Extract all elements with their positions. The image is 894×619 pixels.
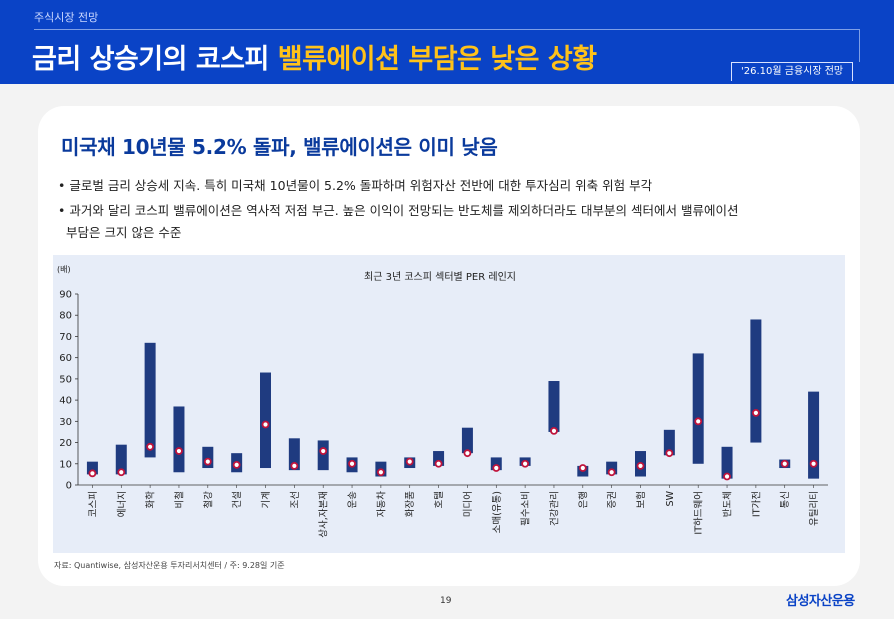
per-range-bar [317, 440, 329, 471]
current-per-marker [88, 469, 97, 478]
y-tick-label: 80 [59, 311, 72, 322]
x-category-label: 반도체 [723, 491, 734, 517]
per-range-bar [692, 353, 704, 464]
x-category-label: 조선 [290, 491, 301, 508]
x-category-label: SW [665, 490, 676, 506]
bullet-1: • 글로벌 금리 상승세 지속. 특히 미국채 10년물이 5.2% 돌파하며 … [58, 178, 653, 193]
edition-badge: '26.10월 금융시장 전망 [731, 62, 854, 81]
per-range-bar [663, 429, 675, 456]
per-range-bar [808, 391, 820, 479]
y-tick-label: 20 [59, 438, 72, 449]
current-per-marker [780, 459, 789, 468]
per-range-bar [144, 342, 156, 458]
per-range-bar [260, 372, 271, 469]
current-per-marker [319, 447, 328, 455]
page-header: 주식시장 전망 금리 상승기의 코스피 밸류에이션 부담은 낮은 상황 '26.… [0, 0, 894, 84]
source-note: 자료: Quantiwise, 삼성자산운용 투자리서치센터 / 주: 9.28… [54, 561, 285, 570]
current-per-marker [175, 447, 183, 455]
x-category-label: 통신 [780, 491, 791, 508]
header-rule-vertical [859, 29, 860, 62]
per-range-bar [548, 381, 560, 432]
current-per-marker [751, 408, 760, 417]
y-tick-label: 70 [59, 332, 72, 343]
x-category-label: 코스피 [88, 491, 99, 517]
bullet-2: • 과거와 달리 코스피 밸류에이션은 역사적 저점 부근. 높은 이익이 전망… [58, 203, 739, 218]
per-range-bar [86, 461, 98, 475]
current-per-marker [550, 426, 558, 435]
per-range-bar [115, 444, 127, 475]
x-category-label: 건설 [232, 491, 243, 508]
current-per-marker [636, 461, 645, 470]
page-title: 금리 상승기의 코스피 밸류에이션 부담은 낮은 상황 [32, 37, 597, 76]
x-category-label: 호텔 [433, 491, 445, 509]
x-category-label: 필수소비 [520, 491, 532, 526]
per-range-bar [490, 457, 502, 471]
current-per-marker [405, 457, 414, 466]
current-per-marker [376, 468, 385, 477]
current-per-marker [146, 442, 155, 451]
y-tick-label: 90 [59, 290, 72, 301]
x-category-label: 미디어 [463, 491, 474, 517]
x-category-label: 상사,자본재 [319, 491, 330, 538]
x-category-label: 은행 [577, 491, 589, 508]
current-per-marker [665, 449, 674, 458]
current-per-marker [607, 468, 616, 477]
chart-title: 최근 3년 코스피 섹터별 PER 레인지 [364, 271, 516, 283]
per-range-bar [461, 427, 473, 454]
x-category-label: 소매(유통) [492, 491, 503, 533]
y-tick-label: 0 [66, 481, 72, 492]
current-per-marker [348, 459, 356, 468]
page-title-main: 금리 상승기의 코스피 [32, 44, 278, 75]
x-category-label: 화장품 [405, 491, 416, 517]
current-per-marker [578, 464, 587, 472]
y-tick-label: 10 [59, 459, 72, 470]
current-per-marker [290, 461, 299, 470]
current-per-marker [809, 459, 818, 468]
x-category-label: 보험 [636, 491, 647, 508]
per-range-bar [288, 438, 300, 471]
x-category-label: 건강관리 [549, 491, 560, 526]
bullet-2-continuation: 부담은 크지 않은 수준 [66, 225, 182, 240]
x-category-label: 기계 [260, 491, 272, 508]
header-rule [34, 29, 860, 30]
card-heading: 미국채 10년물 5.2% 돌파, 밸류에이션은 이미 낮음 [61, 135, 498, 159]
per-range-bar [750, 319, 762, 443]
current-per-marker [261, 420, 270, 429]
per-range-bar [721, 446, 733, 479]
page-number: 19 [440, 596, 452, 606]
y-tick-label: 30 [59, 417, 72, 428]
x-category-label: 철강 [203, 491, 214, 509]
current-per-marker [434, 459, 443, 468]
current-per-marker [203, 457, 212, 466]
current-per-marker [117, 468, 126, 477]
x-category-label: 에너지 [117, 491, 128, 517]
current-per-marker [521, 459, 530, 468]
per-range-bar [173, 406, 185, 473]
y-unit-label: (배) [57, 265, 71, 274]
x-category-label: 비철 [174, 491, 185, 508]
current-per-marker [723, 472, 731, 481]
y-tick-label: 40 [59, 396, 72, 407]
x-category-label: IT하드웨어 [693, 491, 705, 535]
per-range-bar [202, 446, 214, 469]
current-per-marker [232, 460, 241, 469]
x-category-label: 화학 [146, 491, 157, 509]
per-range-bar [606, 461, 618, 475]
x-category-label: 증권 [606, 491, 618, 508]
x-category-label: 운송 [348, 491, 359, 509]
x-category-label: 유틸리티 [808, 491, 820, 526]
section-label: 주식시장 전망 [34, 11, 99, 24]
per-range-bar [433, 451, 445, 466]
page-title-highlight: 밸류에이션 부담은 낮은 상황 [277, 44, 597, 75]
current-per-marker [463, 449, 472, 458]
x-category-label: 자동차 [375, 491, 387, 517]
current-per-marker [694, 417, 703, 426]
current-per-marker [492, 464, 501, 472]
company-logo: 삼성자산운용 [786, 594, 855, 609]
y-tick-label: 50 [59, 374, 72, 385]
chart-panel [53, 255, 845, 553]
x-category-label: IT가전 [751, 491, 762, 517]
y-tick-label: 60 [59, 353, 72, 364]
